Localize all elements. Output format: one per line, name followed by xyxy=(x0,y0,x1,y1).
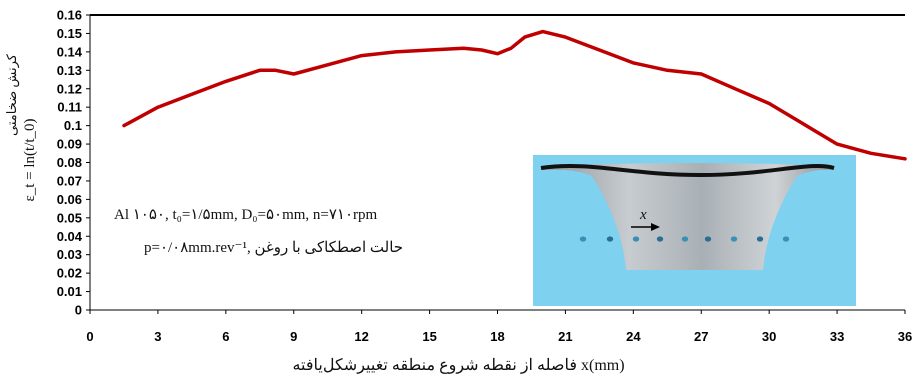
y-tick-label: 0.14 xyxy=(57,44,83,59)
specimen-dot xyxy=(681,236,689,242)
y-tick-label: 0.03 xyxy=(57,247,82,262)
y-tick-label: 0.08 xyxy=(57,155,82,170)
specimen-dot xyxy=(704,236,712,242)
x-tick-label: 36 xyxy=(898,329,912,344)
y-tick-label: 0.16 xyxy=(57,8,82,23)
x-tick-label: 9 xyxy=(290,329,297,344)
specimen-dot xyxy=(606,236,614,242)
series-line xyxy=(122,29,907,161)
specimen-rim xyxy=(540,164,835,178)
specimen-dot xyxy=(656,236,664,242)
specimen-dot xyxy=(756,236,764,242)
x-axis-label: فاصله از نقطه شروع منطقه تغییرشکل‌یافته … xyxy=(292,357,625,374)
y-tick-label: 0.1 xyxy=(64,118,82,133)
x-tick-label: 33 xyxy=(830,329,844,344)
y-axis-formula-label: ε_t = ln(t/t_0) xyxy=(22,118,38,201)
y-tick-label: 0.07 xyxy=(57,173,82,188)
x-tick-label: 27 xyxy=(694,329,708,344)
specimen-dots xyxy=(579,236,790,242)
y-tick-label: 0.15 xyxy=(57,26,82,41)
y-tick-label: 0.05 xyxy=(57,210,82,225)
y-tick-label: 0.02 xyxy=(57,266,82,281)
y-tick-label: 0.09 xyxy=(57,137,82,152)
x-tick-label: 18 xyxy=(490,329,504,344)
inset-x-label: x xyxy=(639,207,647,223)
y-axis-persian-label: کرنش ضخامتی xyxy=(4,53,20,136)
y-tick-label: 0.13 xyxy=(57,63,82,78)
y-tick-label: 0.06 xyxy=(57,192,82,207)
x-tick-label: 30 xyxy=(762,329,776,344)
x-tick-label: 6 xyxy=(222,329,229,344)
arrow-head xyxy=(651,223,660,231)
x-tick-label: 0 xyxy=(86,329,93,344)
y-axis-ticks: 0 0.01 0.02 0.03 0.04 0.05 0.06 0.07 0.08 0.09 0.1… xyxy=(57,8,90,318)
x-tick-label: 24 xyxy=(626,329,641,344)
params-line-1: Al ۱۰۵۰, t₀=۱/۵mm, D₀=۵۰mm, n=۷۱۰rpm xyxy=(114,207,378,223)
x-tick-label: 21 xyxy=(558,329,572,344)
y-tick-label: 0.04 xyxy=(57,229,83,244)
x-tick-label: 12 xyxy=(354,329,368,344)
y-tick-label: 0 xyxy=(75,303,82,318)
params-line-2: p=۰/۰۸mm.rev⁻¹, حالت اصطکاکی با روغن xyxy=(144,240,403,256)
x-axis-ticks: 0 3 6 9 12 15 18 21 24 27 30 33 36 xyxy=(86,310,912,344)
y-tick-label: 0.11 xyxy=(57,100,82,115)
y-tick-label: 0.12 xyxy=(57,81,82,96)
y-tick-label: 0.01 xyxy=(57,284,82,299)
specimen-part xyxy=(541,163,834,270)
specimen-photo-inset: x xyxy=(533,155,856,306)
specimen-dot xyxy=(632,236,640,242)
x-tick-label: 15 xyxy=(422,329,436,344)
specimen-dot xyxy=(782,236,790,242)
specimen-dot xyxy=(579,236,587,242)
x-tick-label: 3 xyxy=(154,329,161,344)
specimen-dot xyxy=(730,236,738,242)
